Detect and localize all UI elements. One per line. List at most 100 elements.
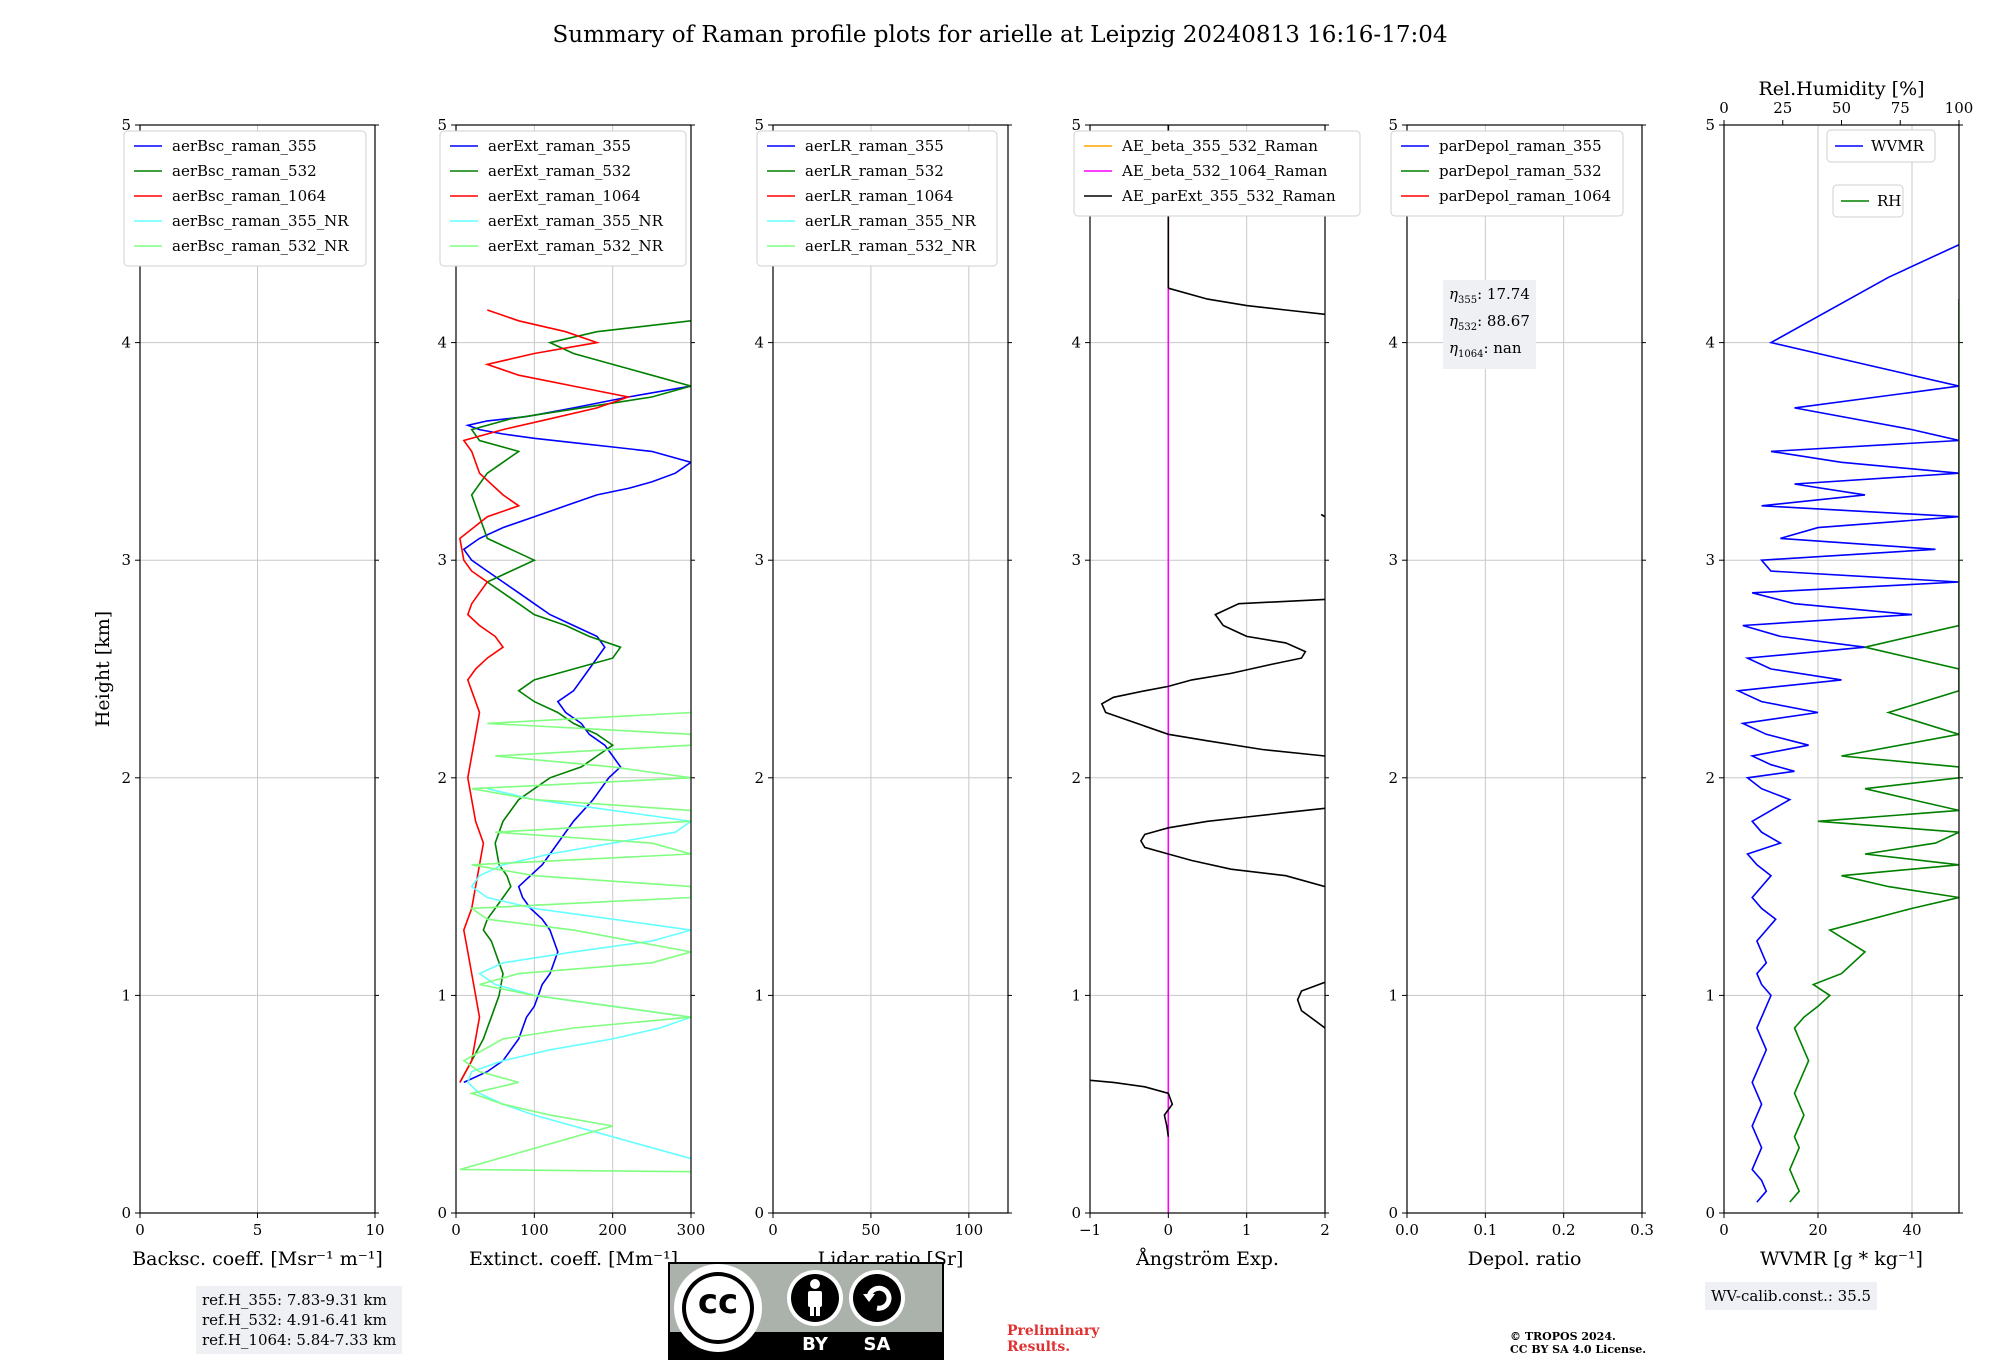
panel-2: 0 100 200 300 0 1 2 3 4 5 Extinct. coeff. [Mm⁻¹] ae… <box>437 116 705 1270</box>
y-tick-label: 5 <box>121 116 131 134</box>
cc-license-badge: cc BY SA <box>668 1262 944 1360</box>
series-line-aerExt_raman_355_NR <box>466 787 691 1160</box>
legend-label: aerExt_raman_355_NR <box>488 212 664 230</box>
eta-355: η355: 17.74 <box>1449 285 1530 306</box>
eta-box: η355: 17.74 η532: 88.67 η1064: nan <box>1443 280 1536 369</box>
series-group <box>1735 243 1959 1203</box>
y-tick-label: 1 <box>437 986 447 1004</box>
x2-axis-label: Rel.Humidity [%] <box>1758 78 1924 100</box>
axes-frame <box>455 124 692 1214</box>
legend-label: AE_parExt_355_532_Raman <box>1121 187 1336 205</box>
x-tick-label: 40 <box>1902 1221 1921 1239</box>
y-tick-label: 5 <box>754 116 764 134</box>
legend: WVMR RH <box>1826 129 1936 218</box>
axes-frame <box>1089 124 1326 1214</box>
x-tick-label: −1 <box>1079 1221 1101 1239</box>
y-tick-label: 3 <box>437 551 447 569</box>
axes-frame <box>1406 124 1643 1214</box>
x2-tick-label: 50 <box>1832 99 1851 117</box>
y-tick-label: 4 <box>1705 334 1715 352</box>
legend-label: parDepol_raman_1064 <box>1439 187 1611 205</box>
legend-label: aerBsc_raman_532 <box>172 162 317 180</box>
y-tick-label: 0 <box>1705 1204 1715 1222</box>
y-tick-label: 2 <box>437 769 447 787</box>
x-tick-label: 0.1 <box>1473 1221 1497 1239</box>
legend-label: aerLR_raman_1064 <box>805 187 953 205</box>
legend: parDepol_raman_355 parDepol_raman_532 parD… <box>1390 130 1624 217</box>
legend: aerBsc_raman_355 aerBsc_raman_532 aerBsc_r… <box>123 130 367 267</box>
legend-label: aerLR_raman_532_NR <box>805 237 976 255</box>
x-tick-label: 10 <box>365 1221 384 1239</box>
legend-box <box>439 130 687 267</box>
legend-label: AE_beta_532_1064_Raman <box>1121 162 1328 180</box>
y-tick-label: 3 <box>754 551 764 569</box>
cc-badge-by-text: BY <box>802 1334 828 1355</box>
series-line-aerExt_raman_355 <box>462 385 691 1084</box>
legend-label: aerLR_raman_532 <box>805 162 944 180</box>
x-tick-label: 0.2 <box>1552 1221 1576 1239</box>
x-axis-label: Depol. ratio <box>1468 1248 1582 1270</box>
x2-tick-label: 0 <box>1719 99 1729 117</box>
series-line-RH <box>1788 299 1959 1203</box>
x-tick-label: 200 <box>598 1221 627 1239</box>
x-tick-label: 0 <box>1164 1221 1174 1239</box>
legend-label: WVMR <box>1871 137 1925 155</box>
cc-badge-graphics <box>670 1264 942 1358</box>
legend-box <box>1826 129 1936 163</box>
legend-box <box>756 130 998 267</box>
x-axis-label: WVMR [g * kg⁻¹] <box>1760 1248 1923 1270</box>
legend-label: AE_beta_355_532_Raman <box>1121 137 1318 155</box>
x-tick-label: 1 <box>1242 1221 1252 1239</box>
y-tick-label: 1 <box>121 986 131 1004</box>
y-tick-label: 1 <box>754 986 764 1004</box>
figure-title: Summary of Raman profile plots for ariel… <box>552 22 1448 48</box>
y-tick-label: 3 <box>121 551 131 569</box>
eta-532: η532: 88.67 <box>1449 312 1530 333</box>
y-tick-label: 4 <box>754 334 764 352</box>
x-tick-label: 0 <box>1719 1221 1729 1239</box>
x-tick-label: 5 <box>253 1221 263 1239</box>
series-line-WVMR <box>1735 243 1959 1203</box>
y-tick-label: 4 <box>1071 334 1081 352</box>
x2-tick-label: 25 <box>1773 99 1792 117</box>
ref-height-532: ref.H_532: 4.91-6.41 km <box>202 1311 387 1329</box>
eta-1064: η1064: nan <box>1449 339 1522 360</box>
y-tick-label: 5 <box>1388 116 1398 134</box>
legend-label: aerExt_raman_532 <box>488 162 631 180</box>
legend: AE_beta_355_532_Raman AE_beta_532_1064_Ra… <box>1073 130 1361 217</box>
x-axis-label: Backsc. coeff. [Msr⁻¹ m⁻¹] <box>132 1248 383 1270</box>
y-tick-label: 2 <box>1071 769 1081 787</box>
y-tick-label: 2 <box>1388 769 1398 787</box>
legend-box <box>1390 130 1624 217</box>
series-line-AE_parExt_355_532_Raman <box>1090 125 1325 1137</box>
legend-label: RH <box>1877 192 1901 210</box>
y-tick-label: 3 <box>1071 551 1081 569</box>
y-tick-label: 0 <box>121 1204 131 1222</box>
legend-label: aerExt_raman_355 <box>488 137 631 155</box>
legend-label: aerBsc_raman_1064 <box>172 187 326 205</box>
y-tick-label: 1 <box>1705 986 1715 1004</box>
x-tick-label: 2 <box>1320 1221 1330 1239</box>
legend-label: parDepol_raman_355 <box>1439 137 1602 155</box>
series-line-aerExt_raman_532_NR <box>459 711 691 1173</box>
x-tick-label: 0 <box>451 1221 461 1239</box>
ref-height-1064: ref.H_1064: 5.84-7.33 km <box>202 1331 397 1349</box>
y-tick-label: 1 <box>1388 986 1398 1004</box>
x2-tick-label: 100 <box>1945 99 1974 117</box>
y-tick-label: 3 <box>1705 551 1715 569</box>
cc-badge-sa-text: SA <box>863 1334 891 1355</box>
y-tick-label: 1 <box>1071 986 1081 1004</box>
x-tick-label: 0.3 <box>1630 1221 1654 1239</box>
series-line-aerExt_raman_532 <box>459 320 691 1083</box>
x-tick-label: 50 <box>861 1221 880 1239</box>
y-tick-label: 3 <box>1388 551 1398 569</box>
x-tick-label: 0 <box>768 1221 778 1239</box>
wv-calib-text: WV-calib.const.: 35.5 <box>1711 1287 1872 1305</box>
legend-label: aerBsc_raman_355 <box>172 137 317 155</box>
x-tick-label: 100 <box>520 1221 549 1239</box>
x-tick-label: 300 <box>677 1221 706 1239</box>
